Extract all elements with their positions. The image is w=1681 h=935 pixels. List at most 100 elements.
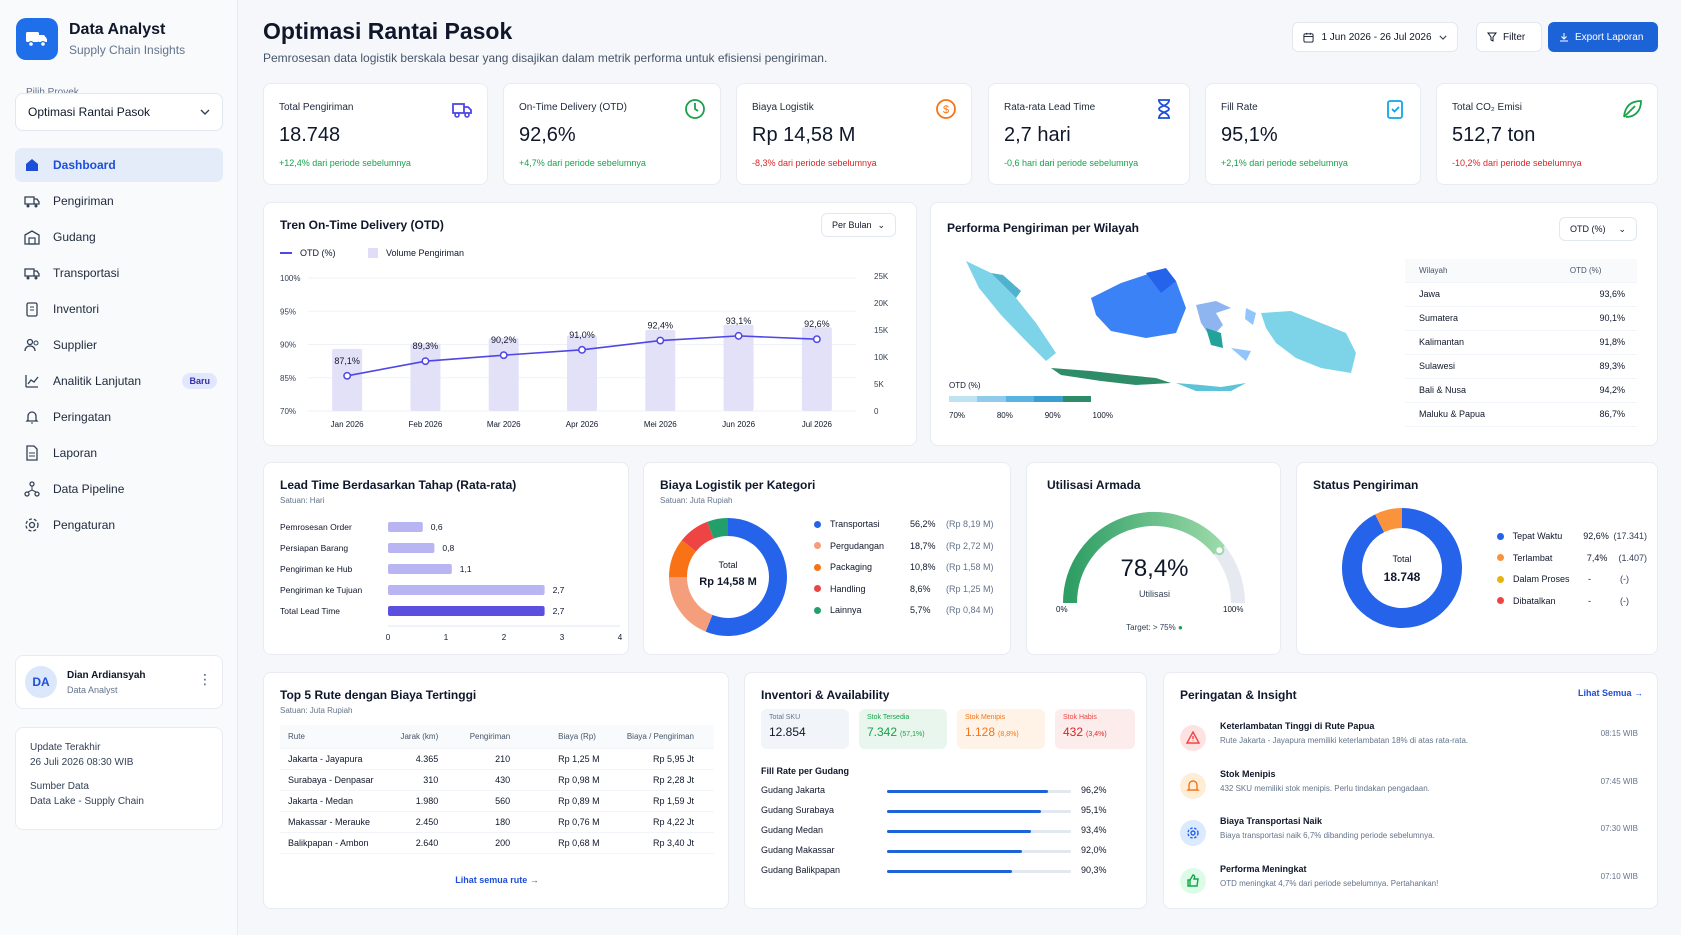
kpi-card[interactable]: Fill Rate 95,1% +2,1% dari periode sebelum… [1205, 83, 1421, 185]
sidebar-item-laporan[interactable]: Laporan [15, 436, 223, 470]
inventory-stat-box: Total SKU 12.854 [761, 709, 849, 749]
table-row[interactable]: Balikpapan - Ambon 2.640 200 Rp 0,68 M Rp 3,… [280, 832, 714, 854]
table-cell: 2.640 [390, 832, 459, 854]
sidebar-item-pengaturan[interactable]: Pengaturan [15, 508, 223, 542]
kpi-card[interactable]: Total Pengiriman 18.748 +12,4% dari period… [263, 83, 488, 185]
table-row[interactable]: Surabaya - Denpasar 310 430 Rp 0,98 M Rp 2,2… [280, 769, 714, 791]
project-select[interactable]: Optimasi Rantai Pasok [15, 93, 223, 131]
sidebar-nav: Dashboard Pengiriman Gudang Transportasi Inv… [15, 148, 223, 544]
kpi-value: 2,7 hari [1004, 124, 1071, 146]
calendar-icon [1303, 32, 1314, 43]
sidebar-item-gudang[interactable]: Gudang [15, 220, 223, 254]
hourglass-icon [1153, 98, 1175, 120]
warehouse-name: Gudang Jakarta [761, 785, 826, 795]
table-cell: 200 [458, 832, 535, 854]
x-tick-label: Jun 2026 [722, 420, 755, 429]
fill-rate-bar [887, 790, 1048, 793]
insight-item[interactable]: Performa Meningkat OTD meningkat 4,7% dar… [1178, 864, 1638, 910]
inventory-stat-box: Stok Habis 432 (3,4%) [1055, 709, 1135, 749]
period-dropdown[interactable]: Per Bulan ⌄ [821, 213, 896, 237]
table-row[interactable]: Bali & Nusa 94,2% [1405, 378, 1637, 403]
kpi-change: -0,6 hari dari periode sebelumnya [1004, 158, 1139, 168]
stage-label: Pengiriman ke Tujuan [280, 585, 362, 595]
sidebar-item-pengiriman[interactable]: Pengiriman [15, 184, 223, 218]
table-row[interactable]: Jakarta - Medan 1.980 560 Rp 0,89 M Rp 1,59 … [280, 790, 714, 812]
truck-icon [24, 193, 40, 209]
table-cell: 1.980 [390, 790, 459, 812]
table-row[interactable]: Maluku & Papua 86,7% [1405, 402, 1637, 427]
warehouse-name: Gudang Surabaya [761, 805, 835, 815]
otd-data-label: 92,6% [804, 319, 830, 329]
table-row[interactable]: Jawa 93,6% [1405, 282, 1637, 307]
sidebar-item-transportasi[interactable]: Transportasi [15, 256, 223, 290]
kpi-card[interactable]: Total CO₂ Emisi 512,7 ton -10,2% dari peri… [1436, 83, 1658, 185]
otd-point [421, 357, 430, 366]
source-label: Sumber Data [30, 781, 89, 792]
insight-item[interactable]: Stok Menipis 432 SKU memiliki stok menipi… [1178, 769, 1638, 815]
date-range-picker[interactable]: 1 Jun 2026 - 26 Jul 2026 [1292, 22, 1458, 52]
sidebar-item-label: Pengaturan [53, 518, 116, 532]
brand-title: Data Analyst [69, 21, 166, 38]
table-row[interactable]: Sumatera 90,1% [1405, 306, 1637, 331]
table-row[interactable]: Makassar - Merauke 2.450 180 Rp 0,76 M Rp 4,… [280, 811, 714, 833]
export-report-button[interactable]: Export Laporan [1548, 22, 1658, 52]
updated-label: Update Terakhir [30, 742, 101, 753]
x-tick-label: 0 [386, 633, 391, 642]
sidebar-item-inventori[interactable]: Inventori [15, 292, 223, 326]
legend-amount: (Rp 1,58 M) [946, 562, 994, 572]
routes-title: Top 5 Rute dengan Biaya Tertinggi [280, 688, 477, 702]
indonesia-map [966, 261, 1356, 391]
insight-time: 07:45 WIB [1600, 776, 1638, 786]
region-metric-dropdown[interactable]: OTD (%) ⌄ [1559, 217, 1637, 241]
insights-card: Peringatan & Insight Lihat Semua → Keter… [1163, 672, 1658, 909]
gear-icon [1180, 820, 1206, 846]
kpi-card[interactable]: Biaya Logistik Rp 14,58 M -8,3% dari perio… [736, 83, 972, 185]
legend-swatch [1497, 575, 1504, 583]
insight-item[interactable]: Biaya Transportasi Naik Biaya transportas… [1178, 816, 1638, 862]
user-card[interactable]: DA Dian Ardiansyah Data Analyst ⋮ [15, 655, 223, 709]
legend-label: Handling [830, 583, 866, 594]
legend-item: Handling 8,6% (Rp 1,25 M) [814, 584, 999, 594]
inventory-stat-box: Stok Tersedia 7.342 (57,1%) [859, 709, 947, 749]
otd-title: Tren On-Time Delivery (OTD) [280, 218, 444, 232]
kpi-card[interactable]: Rata-rata Lead Time 2,7 hari -0,6 hari dar… [988, 83, 1190, 185]
more-options-icon[interactable]: ⋮ [198, 671, 212, 687]
table-row[interactable]: Jakarta - Jayapura 4.365 210 Rp 1,25 M Rp 5,… [280, 748, 714, 770]
volume-bar [410, 343, 441, 411]
view-all-insights-link[interactable]: Lihat Semua → [1577, 688, 1643, 698]
insight-description: 432 SKU memiliki stok menipis. Perlu tin… [1220, 783, 1430, 793]
warehouse-name: Gudang Makassar [761, 845, 835, 855]
kpi-value: Rp 14,58 M [752, 124, 856, 146]
otd-point [343, 371, 352, 380]
insight-time: 07:10 WIB [1600, 871, 1638, 881]
otd-data-label: 92,4% [648, 321, 674, 331]
insight-title: Biaya Transportasi Naik [1220, 816, 1323, 826]
filter-button[interactable]: Filter [1476, 22, 1542, 52]
legend-swatch [814, 606, 821, 614]
legend-item: Lainnya 5,7% (Rp 0,84 M) [814, 605, 999, 615]
fill-rate-track [887, 850, 1071, 853]
insight-title: Performa Meningkat [1220, 863, 1307, 874]
legend-swatch [814, 520, 821, 528]
kpi-change: +12,4% dari periode sebelumnya [279, 158, 411, 168]
table-row[interactable]: Kalimantan 91,8% [1405, 330, 1637, 355]
kpi-label: Rata-rata Lead Time [1004, 102, 1096, 113]
view-all-routes-link[interactable]: Lihat semua rute → [455, 875, 539, 885]
column-header: Jarak (km) [390, 725, 459, 749]
table-cell: Jakarta - Jayapura [280, 748, 391, 770]
sidebar-item-analitik-lanjutan[interactable]: Analitik Lanjutan Baru [15, 364, 223, 398]
sidebar-item-dashboard[interactable]: Dashboard [15, 148, 223, 182]
sidebar-item-peringatan[interactable]: Peringatan [15, 400, 223, 434]
insight-item[interactable]: Keterlambatan Tinggi di Rute Papua Rute J… [1178, 721, 1638, 767]
kpi-card[interactable]: On-Time Delivery (OTD) 92,6% +4,7% dari pe… [503, 83, 721, 185]
sidebar-item-supplier[interactable]: Supplier [15, 328, 223, 362]
table-row[interactable]: Sulawesi 89,3% [1405, 354, 1637, 379]
sidebar-item-label: Analitik Lanjutan [53, 374, 142, 388]
truck-icon [24, 265, 40, 281]
inventory-stat-value-row: 1.128 (8,8%) [965, 725, 1037, 739]
kpi-label: Total Pengiriman [279, 102, 354, 113]
clipboard-check-icon [1384, 98, 1406, 120]
filter-label: Filter [1503, 31, 1526, 43]
sidebar-item-data-pipeline[interactable]: Data Pipeline [15, 472, 223, 506]
legend-swatch [814, 585, 821, 592]
